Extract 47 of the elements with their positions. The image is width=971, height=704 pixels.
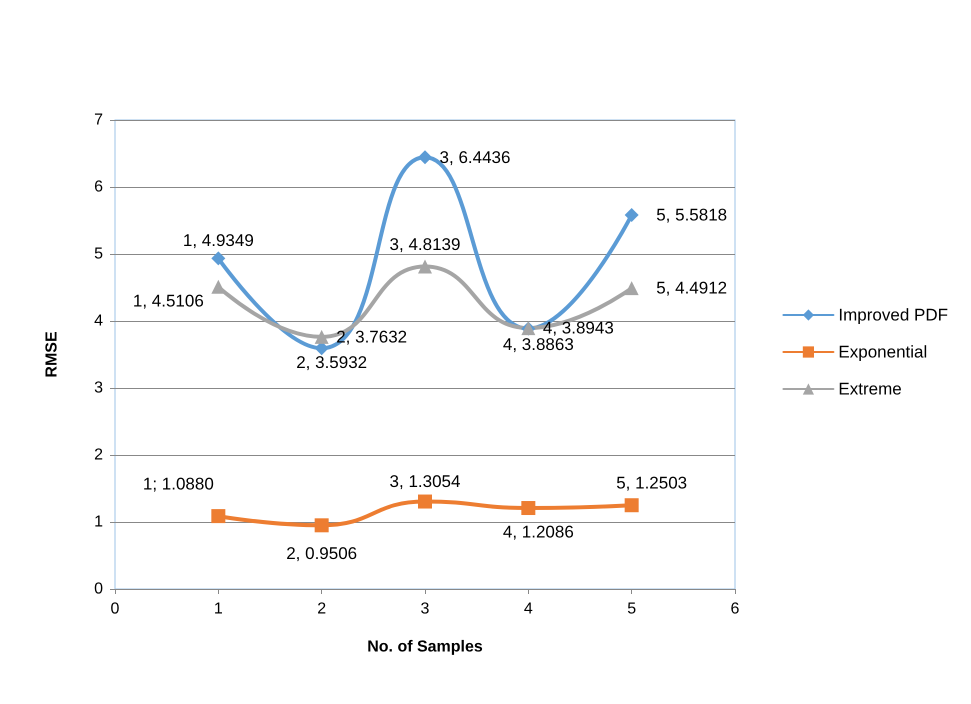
data-label: 4, 1.2086 xyxy=(502,522,574,542)
data-label: 3, 6.4436 xyxy=(440,148,510,167)
legend-label: Extreme xyxy=(838,380,902,398)
y-tick-label: 1 xyxy=(94,514,104,530)
point xyxy=(314,330,329,344)
legend-label: Exponential xyxy=(838,342,928,362)
x-axis-title: No. of Samples xyxy=(367,638,483,656)
legend-label: Improved PDF xyxy=(838,306,948,324)
data-label: 5, 1.2503 xyxy=(616,474,688,493)
y-tick-label: 3 xyxy=(94,380,104,396)
data-label: 2, 3.5932 xyxy=(296,352,368,372)
point xyxy=(624,498,639,512)
y-tick-label: 4 xyxy=(94,312,104,330)
data-label: 5, 5.5818 xyxy=(656,206,728,225)
x-tick-label: 4 xyxy=(524,600,533,618)
x-tick-label: 6 xyxy=(730,600,740,618)
point xyxy=(521,501,536,516)
y-axis-title: RMSE xyxy=(44,331,60,378)
data-label: 4, 3.8943 xyxy=(542,318,614,338)
y-tick-label: 6 xyxy=(94,178,104,196)
point xyxy=(418,259,432,274)
data-label: 1, 4.5106 xyxy=(132,291,204,310)
point xyxy=(418,150,432,164)
data-label: 2, 0.9506 xyxy=(286,544,358,563)
data-label: 5, 4.4912 xyxy=(656,278,728,298)
x-tick-label: 3 xyxy=(420,600,430,618)
x-tick-label: 0 xyxy=(110,600,120,618)
point xyxy=(624,208,639,222)
y-tick-label: 2 xyxy=(94,446,104,464)
data-label: 4, 3.8863 xyxy=(502,335,574,354)
y-tick-label: 0 xyxy=(94,580,104,598)
point xyxy=(211,509,226,524)
data-label: 3, 4.8139 xyxy=(390,234,460,254)
point xyxy=(624,281,639,296)
x-tick-label: 2 xyxy=(317,600,326,618)
x-tick-label: 5 xyxy=(627,600,636,618)
data-label: 2, 3.7632 xyxy=(336,327,408,346)
point xyxy=(418,494,432,509)
x-tick-label: 1 xyxy=(214,600,223,618)
point xyxy=(211,280,226,294)
data-label: 1; 1.0880 xyxy=(142,474,214,494)
data-label: 3, 1.3054 xyxy=(390,472,460,492)
point xyxy=(211,251,226,266)
data-label: 1, 4.9349 xyxy=(182,230,254,250)
y-tick-label: 7 xyxy=(94,112,104,128)
y-tick-label: 5 xyxy=(94,246,104,262)
point xyxy=(314,518,329,532)
